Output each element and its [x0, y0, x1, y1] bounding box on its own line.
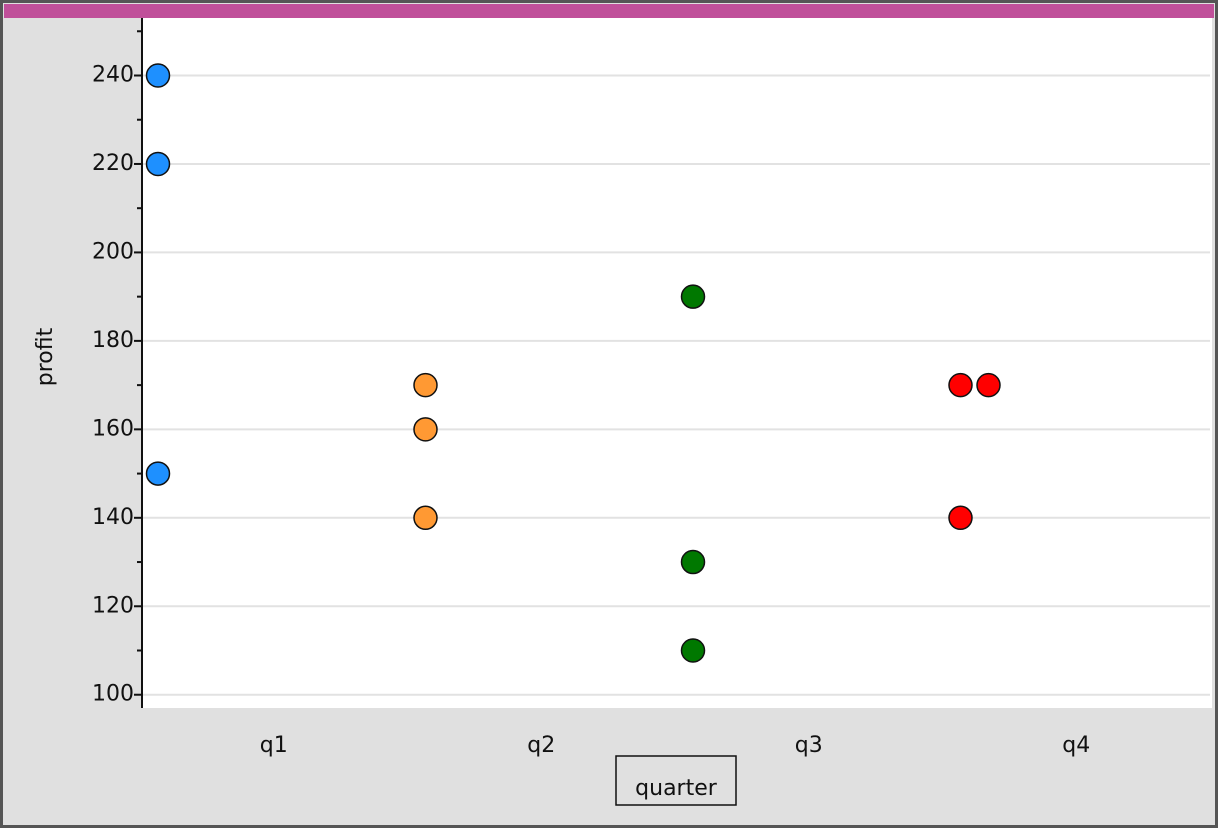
dot [413, 372, 438, 398]
y-tick-label: 140 [92, 505, 134, 530]
x-tick-label: q3 [795, 733, 823, 758]
x-label-box[interactable] [615, 755, 737, 806]
y-tick-label: 120 [92, 593, 134, 618]
dot [680, 284, 706, 309]
dot [948, 372, 973, 398]
dot [680, 549, 706, 575]
x-tick-label: q4 [1062, 733, 1090, 758]
y-tick-label: 160 [92, 416, 134, 441]
dot [413, 417, 438, 442]
top-bar [4, 4, 1214, 18]
dot [145, 461, 171, 486]
plot-area [142, 18, 1212, 708]
x-tick-label: q1 [260, 733, 288, 758]
dot [413, 505, 438, 531]
dot [976, 372, 1001, 398]
y-tick-label: 100 [92, 682, 134, 707]
y-tick-label: 200 [92, 239, 134, 264]
x-tick-label: q2 [527, 733, 555, 758]
y-tick-label: 180 [92, 328, 134, 353]
dot [948, 505, 973, 531]
y-tick-label: 220 [92, 151, 134, 176]
dot [145, 151, 171, 177]
dot [680, 638, 706, 663]
x-axis-label[interactable]: quarter [635, 776, 718, 801]
dot [145, 63, 171, 88]
y-tick-label: 240 [92, 63, 134, 88]
y-axis-label[interactable]: profit [33, 327, 58, 386]
